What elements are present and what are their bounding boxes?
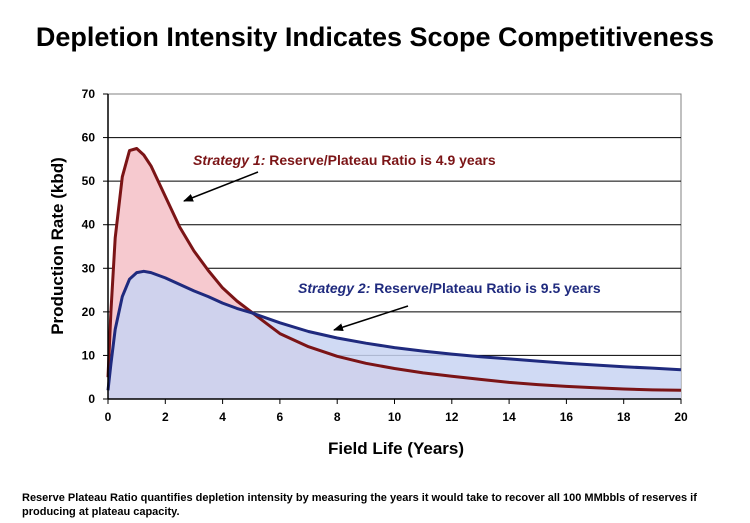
strategy1-arrow xyxy=(183,171,259,202)
y-tick-label: 40 xyxy=(82,218,96,232)
strategy2-line xyxy=(106,269,682,391)
strategy1-annotation-prefix: Strategy 1: xyxy=(193,152,265,168)
x-tick-label: 4 xyxy=(219,410,226,424)
y-tick-label: 10 xyxy=(82,348,96,362)
x-tick-labels: 0 2 4 6 8 10 12 14 16 18 20 xyxy=(105,410,688,424)
strategy1-line xyxy=(106,147,682,392)
y-tick-label: 0 xyxy=(88,392,95,406)
y-axis-label: Production Rate (kbd) xyxy=(48,157,67,335)
y-tick-labels: 0 10 20 30 40 50 60 70 xyxy=(82,87,96,406)
strategy2-annotation-text: Reserve/Plateau Ratio is 9.5 years xyxy=(370,280,601,296)
y-tick-label: 30 xyxy=(82,261,96,275)
strategy2-annotation-prefix: Strategy 2: xyxy=(298,280,370,296)
y-tick-label: 20 xyxy=(82,305,96,319)
x-tick-label: 0 xyxy=(105,410,112,424)
x-tick-label: 2 xyxy=(162,410,169,424)
strategy2-arrow xyxy=(333,305,409,332)
strategy2-annotation: Strategy 2: Reserve/Plateau Ratio is 9.5… xyxy=(298,280,601,296)
x-tick-label: 18 xyxy=(617,410,631,424)
x-tick-label: 8 xyxy=(334,410,341,424)
y-tick-label: 50 xyxy=(82,174,96,188)
strategy1-annotation: Strategy 1: Reserve/Plateau Ratio is 4.9… xyxy=(193,152,496,168)
x-tick-label: 10 xyxy=(388,410,402,424)
x-tick-label: 14 xyxy=(502,410,516,424)
y-tick-label: 60 xyxy=(82,131,96,145)
production-chart: 0 10 20 30 40 50 60 70 0 2 4 6 8 10 12 14 16 18 20 Produc… xyxy=(48,87,688,458)
x-tick-label: 6 xyxy=(277,410,284,424)
footnote: Reserve Plateau Ratio quantifies depleti… xyxy=(22,492,697,518)
x-axis-label: Field Life (Years) xyxy=(328,439,464,458)
series-lines xyxy=(106,147,682,392)
strategy2-area xyxy=(108,271,681,399)
axes xyxy=(107,94,681,400)
x-tick-label: 12 xyxy=(445,410,459,424)
chart-title: Depletion Intensity Indicates Scope Comp… xyxy=(35,22,715,52)
series-areas xyxy=(108,148,681,399)
y-tick-label: 70 xyxy=(82,87,96,101)
strategy1-annotation-text: Reserve/Plateau Ratio is 4.9 years xyxy=(265,152,496,168)
x-tick-label: 20 xyxy=(674,410,688,424)
x-tick-label: 16 xyxy=(560,410,574,424)
